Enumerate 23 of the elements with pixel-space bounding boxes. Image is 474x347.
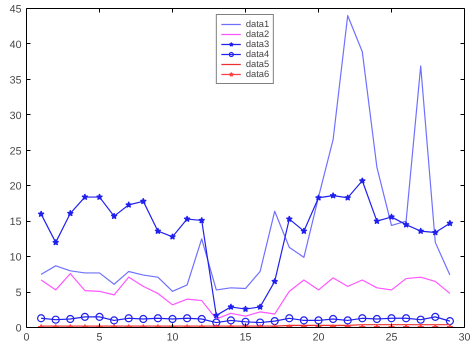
y-tick-label: 0: [16, 322, 22, 334]
x-tick-label: 30: [458, 332, 470, 344]
y-tick-label: 10: [10, 252, 22, 264]
x-tick-label: 10: [166, 332, 178, 344]
legend-label: data2: [246, 29, 270, 39]
legend-label: data3: [246, 39, 270, 49]
y-tick-label: 15: [10, 216, 22, 228]
y-tick-label: 30: [10, 110, 22, 122]
y-tick-label: 25: [10, 145, 22, 158]
x-tick-label: 15: [240, 332, 252, 344]
legend-label: data1: [246, 19, 270, 29]
x-tick-label: 0: [24, 332, 30, 344]
y-tick-label: 35: [10, 74, 22, 86]
legend-label: data6: [246, 69, 270, 79]
x-tick-label: 20: [312, 332, 324, 344]
legend-label: data4: [246, 49, 270, 59]
x-tick-label: 5: [96, 332, 103, 344]
y-tick-label: 20: [10, 180, 22, 193]
x-tick-label: 25: [386, 332, 398, 344]
y-tick-label: 5: [16, 287, 22, 300]
legend-label: data5: [246, 59, 270, 69]
y-tick-label: 45: [10, 4, 22, 16]
y-tick-label: 40: [10, 38, 22, 51]
